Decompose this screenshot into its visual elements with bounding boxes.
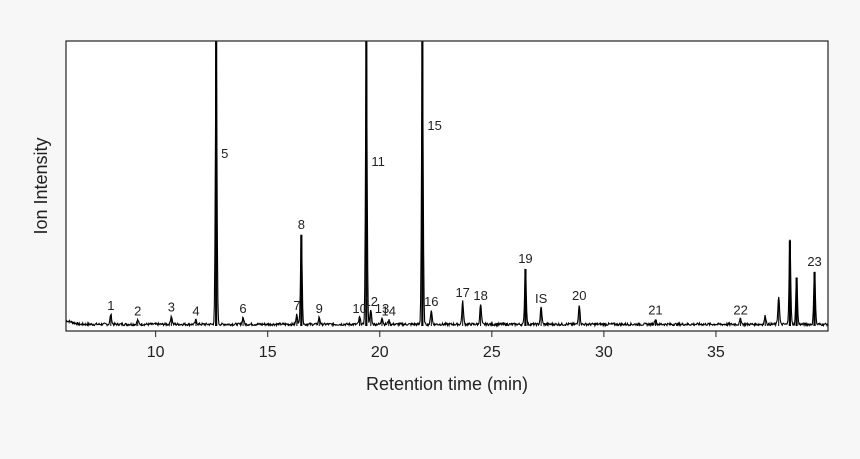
peak-label: 13 bbox=[375, 301, 389, 316]
peak-label: 8 bbox=[298, 217, 305, 232]
peak-label: 15 bbox=[427, 118, 441, 133]
peak-label: 2 bbox=[134, 304, 141, 319]
peak-label: 17 bbox=[455, 285, 469, 300]
peak-label: 11 bbox=[371, 154, 385, 169]
peak-label: 5 bbox=[221, 146, 228, 161]
peak-label: 16 bbox=[424, 294, 438, 309]
plot-frame bbox=[65, 40, 829, 332]
peak-label: 20 bbox=[572, 288, 586, 303]
x-axis-title: Retention time (min) bbox=[366, 374, 528, 394]
x-tick-label: 10 bbox=[147, 344, 165, 361]
peak-label: 1 bbox=[107, 298, 114, 313]
y-axis-title: Ion Intensity bbox=[31, 137, 51, 234]
peak-label: 14 bbox=[381, 304, 395, 319]
peak-label: 18 bbox=[473, 288, 487, 303]
x-tick-label: 25 bbox=[483, 344, 501, 361]
peak-label: 6 bbox=[239, 301, 246, 316]
chromatogram-trace bbox=[65, 40, 829, 328]
peak-label: 12 bbox=[364, 294, 378, 309]
peak-label: 4 bbox=[192, 304, 199, 319]
x-tick-label: 20 bbox=[371, 344, 389, 361]
peak-label: 23 bbox=[807, 254, 821, 269]
plot-area bbox=[66, 41, 828, 331]
peak-label: 7 bbox=[293, 298, 300, 313]
x-tick-label: 35 bbox=[707, 344, 725, 361]
peak-label: 9 bbox=[316, 301, 323, 316]
x-tick-label: 15 bbox=[259, 344, 277, 361]
peak-label: IS bbox=[535, 291, 548, 306]
x-tick-label: 30 bbox=[595, 344, 613, 361]
peak-label: 3 bbox=[168, 299, 175, 314]
peak-label: 22 bbox=[733, 302, 747, 317]
peak-label: 10 bbox=[352, 301, 366, 316]
peak-label: 21 bbox=[648, 302, 662, 317]
peak-label: 19 bbox=[518, 251, 532, 266]
